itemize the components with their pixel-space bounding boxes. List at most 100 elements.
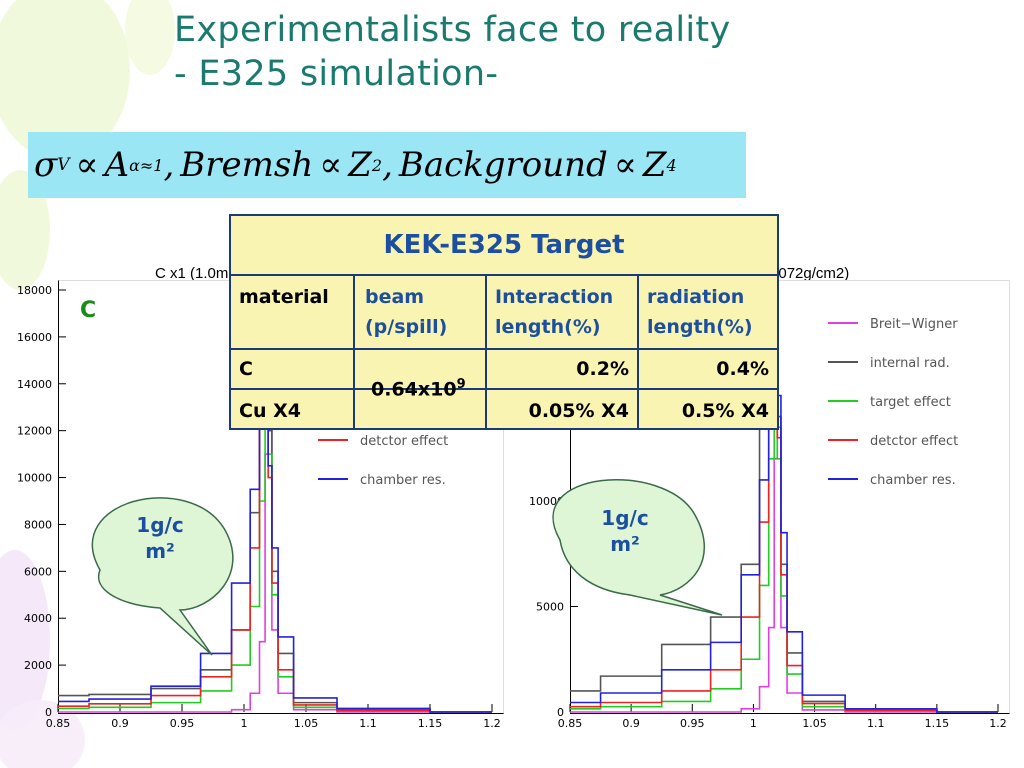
formula-Z-2: Z (642, 145, 667, 185)
table-vline-1 (353, 276, 355, 430)
x-tick-label: 1.2 (483, 717, 501, 730)
header-beam: beam (p/spill) (365, 282, 447, 342)
beam-value-exponent: 9 (456, 377, 466, 392)
right-callout-text: 1g/c m² (575, 505, 675, 557)
table-vline-2 (485, 276, 487, 430)
header-material: material (239, 286, 329, 308)
table-hline-2 (231, 388, 487, 390)
y-tick-label: 18000 (17, 284, 52, 297)
y-tick-label: 5000 (536, 601, 564, 614)
x-tick-label: 0.85 (46, 717, 71, 730)
row-c-interaction: 0.2% (576, 358, 629, 380)
title-line-1: Experimentalists face to reality (174, 10, 731, 50)
x-tick-label: 1.15 (925, 717, 950, 730)
header-interaction: Interaction length(%) (495, 282, 613, 342)
table-hline-1 (231, 348, 777, 350)
deco-leaf-3 (0, 170, 50, 290)
kek-e325-target-table: KEK-E325 Target material beam (p/spill) … (229, 214, 779, 430)
formula-A-sup: α≈1 (129, 155, 164, 175)
x-tick-label: 0.9 (622, 717, 640, 730)
deco-leaf-1 (0, 0, 130, 160)
x-tick-label: 1.15 (418, 717, 443, 730)
x-tick-label: 1.05 (802, 717, 827, 730)
formula-Z2-sup: 2 (371, 155, 383, 175)
x-tick-label: 0.95 (170, 717, 195, 730)
slide-title: Experimentalists face to reality - E325 … (174, 8, 730, 96)
left-callout-line2: m² (145, 539, 175, 563)
formula-Z-1: Z (348, 145, 372, 185)
series-line-c-2 (58, 394, 492, 713)
y-tick-label: 8000 (24, 518, 52, 531)
row-cu-interaction: 0.05% X4 (528, 400, 629, 422)
table-title: KEK-E325 Target (231, 216, 777, 276)
formula-bremsh: Bremsh (180, 145, 314, 185)
left-callout-text: 1g/c m² (110, 512, 210, 564)
x-tick-label: 1 (750, 717, 757, 730)
header-interaction-line2: length(%) (495, 316, 601, 338)
right-callout-shape (552, 479, 723, 616)
formula-prop-1: ∝ (75, 145, 99, 185)
beam-value: 0.64x109 (371, 370, 466, 404)
table-hline-3 (485, 388, 779, 390)
legend-label: internal rad. (870, 356, 950, 371)
right-callout-line2: m² (610, 532, 640, 556)
y-tick-label: 4000 (24, 612, 52, 625)
legend-label: target effect (870, 395, 951, 410)
formula-comma-1: , (163, 145, 175, 185)
x-tick-label: 1.1 (359, 717, 377, 730)
header-beam-line1: beam (365, 286, 425, 308)
x-tick-label: 0.85 (558, 717, 583, 730)
deco-leaf-2 (125, 0, 175, 75)
y-tick-label: 14000 (17, 378, 52, 391)
series-line-c-0 (58, 418, 492, 713)
y-tick-label: 0 (45, 706, 52, 719)
legend-label: chamber res. (360, 473, 446, 488)
left-panel-label: C (80, 298, 97, 323)
legend-label: Breit−Wigner (870, 317, 958, 332)
y-tick-label: 6000 (24, 565, 52, 578)
formula-prop-3: ∝ (613, 145, 637, 185)
y-tick-label: 0 (557, 706, 564, 719)
left-callout-shape (91, 497, 234, 656)
deco-leaf-4 (0, 550, 50, 730)
formula-background: Background (398, 145, 608, 185)
deco-leaf-5 (0, 700, 85, 768)
y-tick-label: 12000 (17, 425, 52, 438)
x-tick-label: 1.1 (867, 717, 885, 730)
right-callout-line1: 1g/c (601, 506, 649, 530)
series-line-cu-0 (570, 426, 998, 713)
row-c-material: C (239, 358, 253, 380)
row-cu-material: Cu X4 (239, 400, 301, 422)
x-tick-label: 1 (241, 717, 248, 730)
formula-A: A (104, 145, 130, 185)
y-tick-label: 10000 (17, 472, 52, 485)
formula-sigma: σ (34, 145, 58, 185)
header-radiation-line2: length(%) (647, 316, 753, 338)
beam-value-mantissa: 0.64x10 (371, 378, 457, 401)
formula-Z4-sup: 4 (666, 155, 677, 175)
formula-prop-2: ∝ (319, 145, 343, 185)
header-radiation: radiation length(%) (647, 282, 753, 342)
x-tick-label: 1.05 (294, 717, 319, 730)
y-tick-label: 2000 (24, 659, 52, 672)
formula-comma-2: , (382, 145, 393, 185)
header-radiation-line1: radiation (647, 286, 745, 308)
left-callout-line1: 1g/c (136, 513, 184, 537)
formula-sigma-sub: V (57, 155, 70, 175)
x-tick-label: 0.95 (680, 717, 705, 730)
row-cu-radiation: 0.5% X4 (681, 400, 769, 422)
table-vline-3 (637, 276, 639, 430)
row-c-radiation: 0.4% (716, 358, 769, 380)
y-tick-label: 16000 (17, 331, 52, 344)
header-interaction-line1: Interaction (495, 286, 614, 308)
x-tick-label: 0.9 (111, 717, 129, 730)
legend-label: detctor effect (870, 434, 958, 449)
x-tick-label: 1.2 (989, 717, 1007, 730)
legend-label: detctor effect (360, 434, 448, 449)
header-beam-line2: (p/spill) (365, 316, 448, 338)
title-line-2: - E325 simulation- (174, 54, 499, 94)
legend-label: chamber res. (870, 473, 956, 488)
